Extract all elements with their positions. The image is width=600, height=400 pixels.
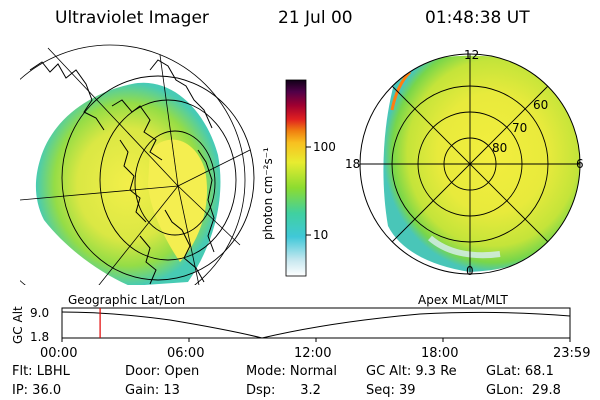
mode-status: Mode: Normal: [246, 364, 337, 379]
x-tick-label-1800: 18:00: [421, 346, 459, 361]
lat-circle: [99, 99, 237, 261]
x-tick-label-2359: 23:59: [553, 346, 591, 361]
emission-edge: [428, 235, 501, 259]
lon-line: [20, 185, 179, 201]
y-tick-1-8: 1.8: [30, 330, 50, 344]
lon-line: [98, 185, 179, 285]
ip-status: IP: 36.0: [12, 383, 62, 398]
gc-alt-status: GC Alt: 9.3 Re: [366, 364, 457, 379]
colorbar-unit-label: photon cm⁻²s⁻¹: [261, 147, 275, 240]
date-label: 21 Jul 00: [278, 8, 353, 28]
x-tick-label-1200: 12:00: [294, 346, 332, 361]
glon-status: GLon: 29.8: [486, 383, 561, 398]
lon-line: [159, 54, 179, 187]
dsp-status: Dsp: 3.2: [246, 383, 321, 398]
coastline: [29, 59, 213, 283]
geographic-image: [20, 44, 255, 285]
time-label: 01:48:38 UT: [425, 8, 530, 28]
apex-polar-image: [359, 53, 581, 275]
seq-status: Seq: 39: [366, 383, 416, 398]
coastline-east: [139, 149, 215, 285]
gc-alt-axis-label: GC Alt: [11, 306, 25, 344]
geographic-lat-lon-label: Geographic Lat/Lon: [68, 293, 186, 307]
flt-status: Flt: LBHL: [12, 364, 70, 379]
gain-status: Gain: 13: [125, 383, 180, 398]
mlt-label-18: 18: [345, 157, 361, 171]
gc-altitude-curve: [61, 311, 571, 339]
mlt-label-0: 0: [466, 264, 474, 278]
mlt-line-diag: [391, 85, 549, 243]
lat-label-80: 80: [492, 141, 508, 155]
colorbar-tick-10: 10: [313, 228, 329, 242]
lat-circle: [134, 130, 216, 236]
mlt-label-6: 6: [576, 157, 584, 171]
lon-line: [47, 47, 179, 187]
instrument-title: Ultraviolet Imager: [55, 8, 209, 28]
lat-label-60: 60: [533, 98, 549, 112]
x-tick-label-0600: 06:00: [167, 346, 205, 361]
lat-label-70: 70: [512, 121, 528, 135]
color-scale-bar: [285, 79, 307, 277]
timeline-frame: [61, 307, 571, 339]
lon-line: [177, 185, 241, 246]
earth-limb: [20, 44, 246, 285]
emission-edge: [390, 70, 412, 111]
x-tick-label-0000: 00:00: [40, 346, 78, 361]
door-status: Door: Open: [125, 364, 200, 379]
colorbar-tick-100: 100: [313, 140, 336, 154]
lon-line: [177, 149, 251, 187]
y-tick-9: 9.0: [30, 306, 50, 320]
glat-status: GLat: 68.1: [486, 364, 554, 379]
apex-mlat-mlt-label: Apex MLat/MLT: [418, 293, 508, 307]
lon-line: [177, 185, 200, 285]
mlt-label-12: 12: [464, 48, 480, 62]
lat-circle: [61, 75, 255, 281]
